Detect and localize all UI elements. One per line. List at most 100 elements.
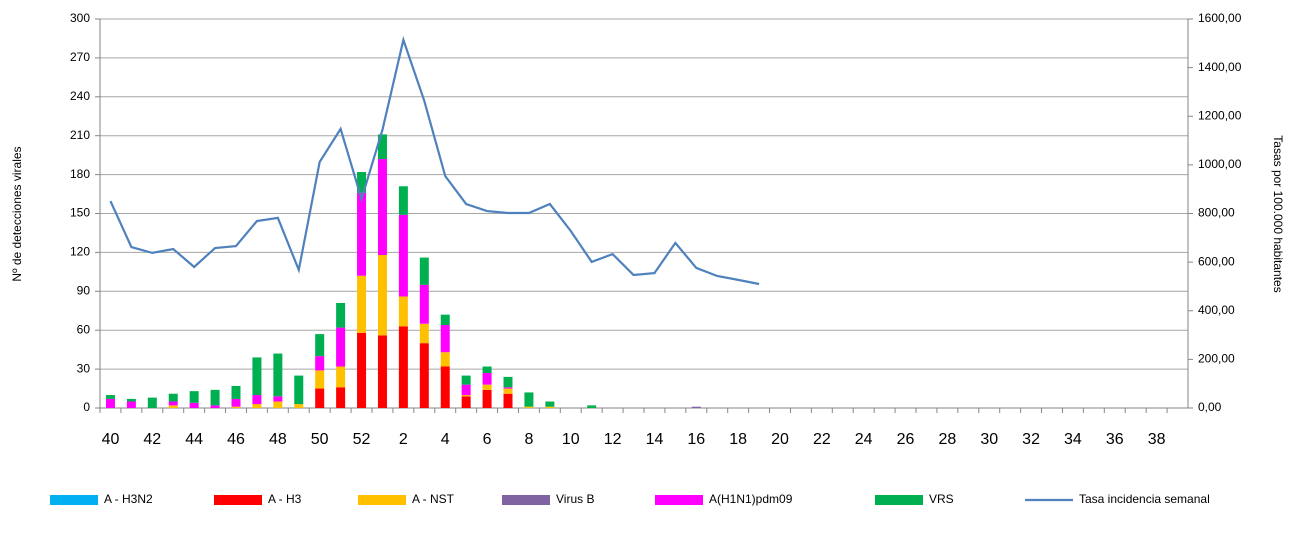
- y2-tick-label: 200,00: [1198, 352, 1235, 366]
- bar-segment: [357, 332, 367, 408]
- bar-segment: [357, 192, 367, 276]
- legend-swatch: [502, 495, 550, 505]
- x-tick-label: 52: [353, 431, 371, 448]
- legend-swatch: [655, 495, 703, 505]
- x-tick-label: 18: [729, 431, 747, 448]
- bar-segment: [231, 398, 241, 407]
- y-tick-label: 210: [70, 128, 90, 142]
- y-tick-label: 90: [77, 283, 91, 297]
- bar-segment: [419, 284, 429, 324]
- bar-segment: [147, 397, 157, 408]
- legend-swatch: [875, 495, 923, 505]
- bar-segment: [482, 372, 492, 385]
- x-tick-label: 16: [687, 431, 705, 448]
- bar-segment: [545, 406, 555, 408]
- bar-segment: [168, 393, 178, 402]
- y2-tick-label: 1400,00: [1198, 60, 1242, 74]
- x-tick-label: 42: [143, 431, 161, 448]
- bar-segment: [336, 366, 346, 388]
- y2-tick-label: 400,00: [1198, 303, 1235, 317]
- x-tick-label: 14: [646, 431, 664, 448]
- bar-segment: [503, 388, 513, 394]
- y2-tick-label: 600,00: [1198, 254, 1235, 268]
- bar-segment: [357, 172, 367, 193]
- bar-segment: [398, 326, 408, 408]
- legend-swatch: [358, 495, 406, 505]
- y2-tick-label: 1600,00: [1198, 11, 1242, 25]
- bar-segment: [315, 388, 325, 408]
- legend-label: A - H3: [268, 492, 302, 506]
- bar-segment: [231, 385, 241, 399]
- x-tick-label: 6: [483, 431, 492, 448]
- y-tick-label: 120: [70, 245, 90, 259]
- x-tick-label: 28: [938, 431, 956, 448]
- bar-segment: [482, 384, 492, 390]
- bar-segment: [440, 366, 450, 408]
- legend-swatch: [214, 495, 262, 505]
- x-tick-label: 32: [1022, 431, 1040, 448]
- y2-tick-label: 0,00: [1198, 400, 1222, 414]
- bar-segment: [336, 302, 346, 328]
- bar-segment: [315, 356, 325, 371]
- y-tick-label: 300: [70, 11, 90, 25]
- bar-segment: [377, 134, 387, 160]
- bar-segment: [398, 214, 408, 297]
- bar-segment: [545, 401, 555, 407]
- bar-segment: [315, 370, 325, 389]
- x-tick-label: 30: [980, 431, 998, 448]
- x-tick-label: 50: [311, 431, 329, 448]
- y-tick-label: 180: [70, 167, 90, 181]
- bar-segment: [252, 404, 262, 408]
- bar-segment: [126, 398, 136, 402]
- legend-label: Virus B: [556, 492, 594, 506]
- y2-axis-title: Tasas por 100.000 habitantes: [1271, 135, 1285, 292]
- bar-segment: [273, 396, 283, 402]
- bar-segment: [315, 334, 325, 357]
- bar-segment: [357, 275, 367, 333]
- x-tick-label: 20: [771, 431, 789, 448]
- y-tick-label: 0: [83, 400, 90, 414]
- bar-segment: [252, 357, 262, 396]
- bar-segment: [398, 296, 408, 327]
- line: [109, 35, 760, 286]
- bar-segment: [294, 404, 304, 408]
- x-tick-label: 22: [813, 431, 831, 448]
- bar-segment: [524, 392, 534, 407]
- x-tick-label: 24: [855, 431, 873, 448]
- bar-segment: [210, 389, 220, 406]
- x-tick-label: 12: [604, 431, 622, 448]
- bar-segment: [461, 396, 471, 408]
- legend-label: Tasa incidencia semanal: [1079, 492, 1210, 506]
- y-tick-label: 60: [77, 322, 91, 336]
- x-tick-label: 10: [562, 431, 580, 448]
- x-tick-label: 48: [269, 431, 287, 448]
- bar-segment: [419, 257, 429, 285]
- bar-segment: [440, 352, 450, 367]
- x-tick-label: 44: [185, 431, 203, 448]
- bar-segment: [105, 395, 115, 399]
- bar-segment: [273, 401, 283, 408]
- y-tick-label: 240: [70, 89, 90, 103]
- bar-segment: [419, 343, 429, 408]
- legend-label: A - H3N2: [104, 492, 153, 506]
- bar-segment: [273, 353, 283, 397]
- bar-segment: [126, 401, 136, 408]
- bar-segment: [691, 406, 701, 408]
- y2-tick-label: 800,00: [1198, 206, 1235, 220]
- y2-tick-label: 1000,00: [1198, 157, 1242, 171]
- bar-segment: [377, 159, 387, 255]
- x-tick-label: 26: [897, 431, 915, 448]
- bar-segment: [168, 405, 178, 408]
- x-tick-label: 4: [441, 431, 450, 448]
- bar-segment: [398, 186, 408, 215]
- x-tick-label: 36: [1106, 431, 1124, 448]
- x-tick-label: 2: [399, 431, 408, 448]
- y-tick-label: 150: [70, 206, 90, 220]
- bar-segment: [105, 398, 115, 408]
- bar-segment: [461, 395, 471, 397]
- y-tick-label: 270: [70, 50, 90, 64]
- bar-segment: [168, 401, 178, 406]
- bar-segment: [336, 327, 346, 367]
- bar-segment: [189, 402, 199, 408]
